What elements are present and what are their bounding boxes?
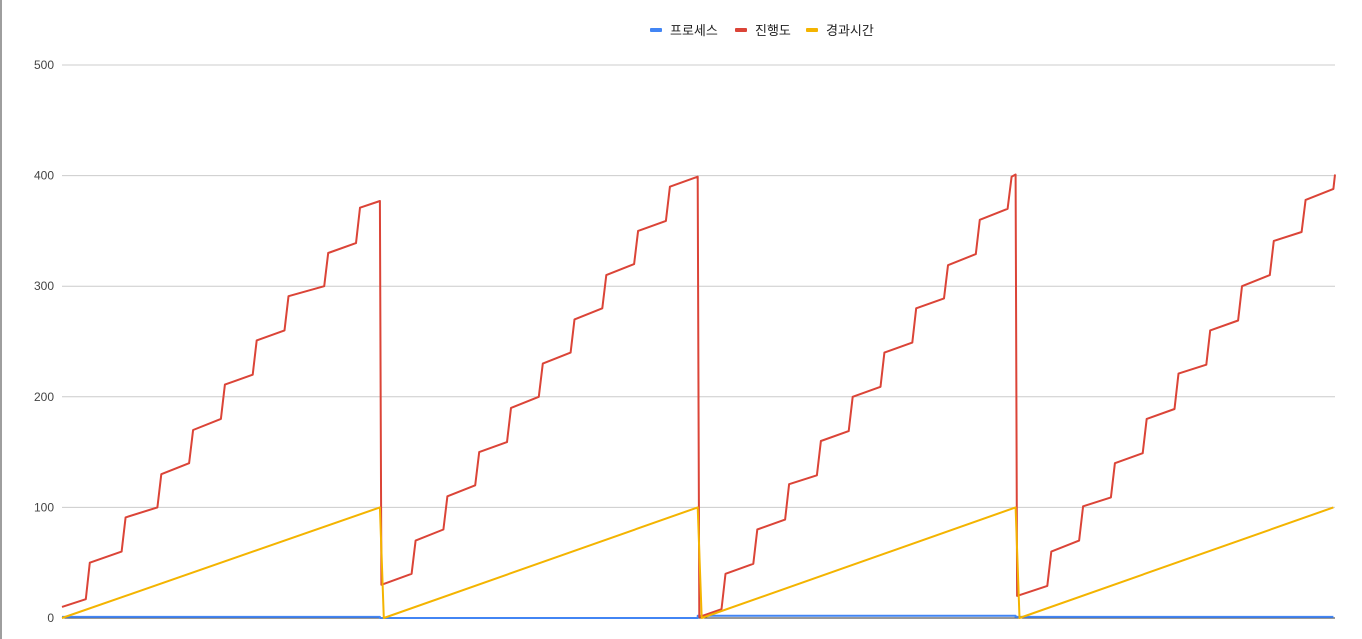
legend-swatch-2 (735, 28, 747, 32)
y-tick-label: 500 (34, 58, 54, 72)
series-line-3 (61, 506, 1334, 619)
y-tick-label: 0 (47, 611, 54, 625)
series-line-2 (61, 173, 1336, 618)
series-line-1 (62, 614, 1334, 619)
y-tick-label: 200 (34, 390, 54, 404)
legend-label-3: 경과시간 (826, 24, 874, 39)
legend-swatch-1 (650, 28, 662, 32)
legend-swatch-3 (806, 28, 818, 32)
y-tick-label: 400 (34, 169, 54, 183)
legend-label-1: 프로세스 (670, 24, 718, 39)
y-tick-label: 100 (34, 500, 54, 514)
legend-label-2: 진행도 (755, 23, 791, 39)
y-tick-label: 300 (34, 279, 54, 293)
